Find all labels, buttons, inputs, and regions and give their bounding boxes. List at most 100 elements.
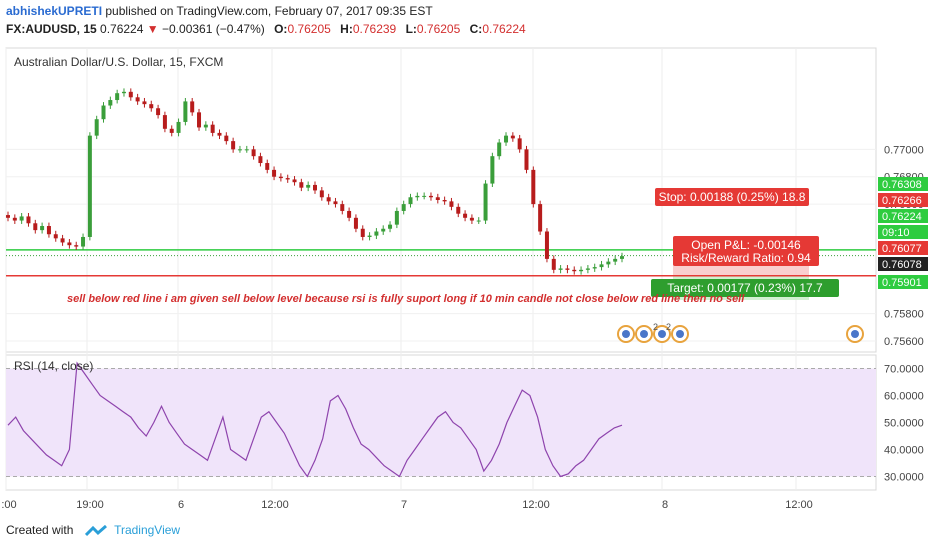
candle-body (101, 105, 106, 120)
price-axis-label-box (878, 225, 928, 239)
x-tick-label: 6 (178, 499, 184, 511)
high-value: 0.76239 (352, 22, 397, 36)
candle-body (394, 210, 399, 225)
candle-body (46, 226, 51, 235)
candle-body (401, 204, 406, 211)
candle-body (592, 267, 597, 269)
candle-body (463, 213, 468, 218)
candle-body (156, 108, 161, 116)
rsi-y-tick-label: 30.0000 (884, 472, 924, 484)
candle-body (606, 261, 611, 265)
x-tick-label: 12:00 (785, 499, 813, 511)
candle-body (94, 119, 99, 136)
high-label: H: (340, 22, 353, 36)
low-value: 0.76205 (416, 22, 461, 36)
candle-body (469, 217, 474, 221)
candle-body (538, 204, 543, 232)
price-axis-label-box (878, 241, 928, 255)
candle-body (381, 228, 386, 232)
price-axis-label-box (878, 209, 928, 223)
rsi-y-tick-label: 40.0000 (884, 445, 924, 457)
candle-body (53, 234, 58, 239)
stop-label: Stop: 0.00188 (0.25%) 18.8 (659, 190, 806, 204)
candle-body (33, 223, 38, 231)
candle-body (87, 135, 92, 237)
event-flag-icon-core (676, 330, 684, 338)
candle-body (176, 121, 181, 133)
candle-body (340, 204, 345, 211)
candle-body (572, 269, 577, 272)
publish-info: published on TradingView.com, February 0… (105, 4, 433, 18)
candle-body (115, 93, 120, 101)
candle-body (285, 178, 290, 180)
close-value: 0.76224 (482, 22, 526, 36)
candle-body (442, 200, 447, 202)
candle-body (272, 169, 277, 177)
target-label: Target: 0.00177 (0.23%) 17.7 (667, 281, 823, 295)
candle-body (435, 197, 440, 200)
low-label: L: (405, 22, 417, 36)
candle-body (483, 183, 488, 221)
candle-body (12, 217, 17, 221)
candle-body (333, 201, 338, 205)
candle-body (81, 236, 86, 247)
target-label-box (651, 279, 839, 297)
rsi-line (7, 361, 623, 478)
candle-body (108, 100, 113, 106)
candle-body (558, 268, 563, 270)
candle-body (121, 91, 126, 94)
footer: Created with TradingView (6, 523, 180, 537)
author-link[interactable]: abhishekUPRETI (6, 4, 103, 18)
candle-body (579, 269, 584, 272)
rsi-y-tick-label: 70.0000 (884, 364, 924, 376)
candle-body (374, 231, 379, 236)
tradingview-link[interactable]: TradingView (114, 523, 181, 537)
rsi-y-tick-label: 50.0000 (884, 418, 924, 430)
close-label: C: (469, 22, 483, 36)
event-count: 2 (653, 322, 658, 332)
y-tick-label: 0.77000 (884, 144, 924, 156)
candle-body (490, 156, 495, 184)
event-flag-icon-core (640, 330, 648, 338)
candle-body (60, 238, 65, 243)
stop-label-box (655, 188, 809, 206)
candle-body (251, 149, 256, 157)
y-tick-label: 0.75600 (884, 336, 924, 348)
candle-body (326, 197, 331, 202)
candle-body (142, 101, 147, 105)
candle-body (217, 132, 222, 136)
candle-body (497, 142, 502, 157)
candle-body (313, 184, 317, 191)
event-count: 2 (666, 322, 671, 332)
candle-body (162, 115, 167, 129)
rsi-band (6, 368, 876, 477)
candle-body (258, 156, 263, 164)
candle-body (353, 217, 358, 229)
x-tick-label: 7 (401, 499, 407, 511)
price-axis-label: 0.76077 (882, 243, 922, 255)
price-axis-label: 0.76224 (882, 211, 922, 223)
candle-body (565, 268, 570, 270)
candle-body (524, 149, 529, 170)
candle-body (6, 215, 10, 218)
x-tick-label: 8 (662, 499, 668, 511)
candle-body (190, 101, 195, 113)
event-flag-icon-core (658, 330, 666, 338)
candle-body (531, 169, 536, 205)
candle-body (74, 245, 79, 247)
pnl-label-box (673, 236, 819, 266)
candle-body (210, 124, 215, 133)
x-tick-label: :00 (1, 499, 16, 511)
candle-body (613, 258, 618, 262)
candle-body (544, 231, 549, 259)
chart-title: Australian Dollar/U.S. Dollar, 15, FXCM (14, 55, 223, 69)
candle-body (504, 135, 509, 143)
price-axis-label: 0.76078 (882, 259, 922, 271)
candle-body (367, 235, 372, 237)
candle-body (40, 226, 45, 231)
price-axis-label: 0.75901 (882, 277, 922, 289)
candle-body (26, 216, 31, 224)
price-axis-label-box (878, 275, 928, 289)
candle-body (306, 184, 311, 188)
